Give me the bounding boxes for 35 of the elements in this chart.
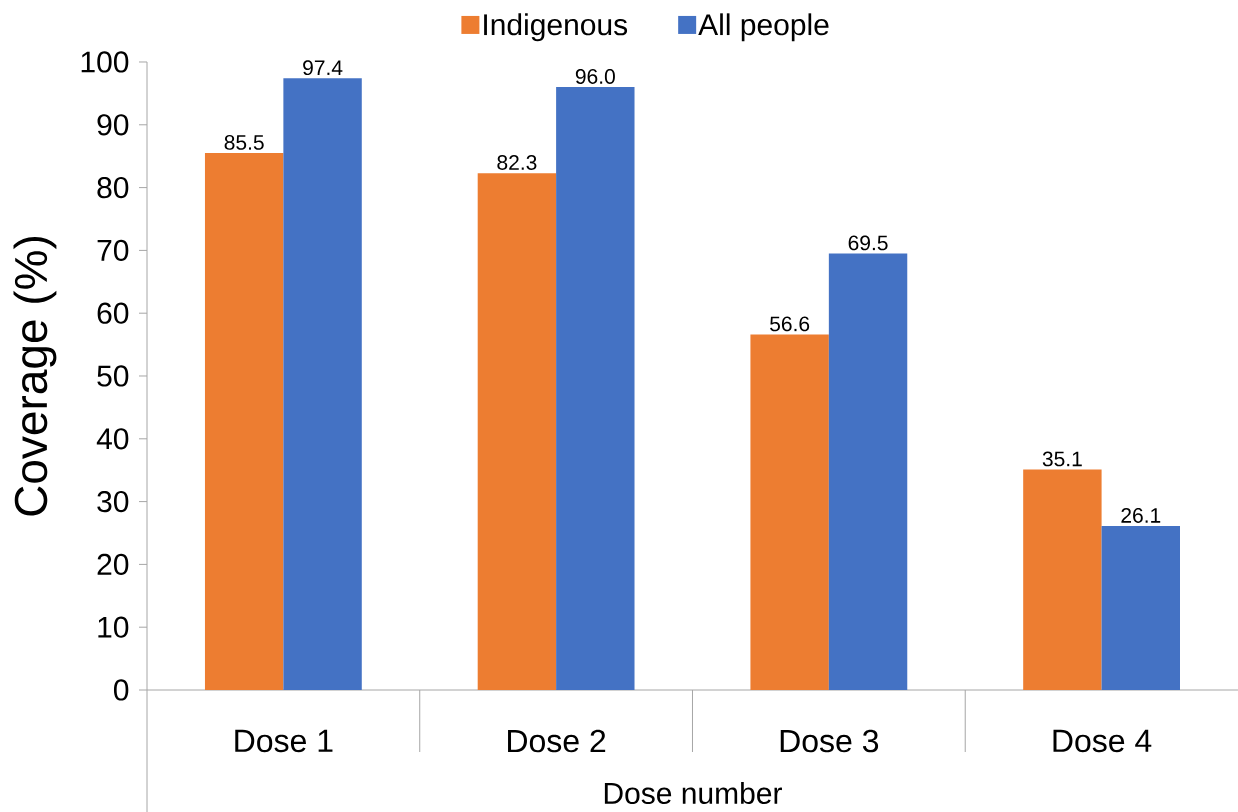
- data-label: 85.5: [224, 134, 264, 150]
- data-label: 26.1: [1121, 508, 1161, 523]
- y-tick-label: 90: [97, 114, 129, 136]
- data-label: 69.5: [848, 235, 888, 251]
- bar: [828, 253, 908, 690]
- y-tick-label: 50: [97, 365, 129, 387]
- x-tick-label: Dose 2: [508, 729, 606, 753]
- bar: [477, 173, 557, 690]
- y-tick-label: 70: [97, 239, 129, 262]
- data-label: 35.1: [1042, 451, 1082, 467]
- y-axis-title: Coverage (%): [13, 237, 57, 516]
- legend-label: All people: [698, 13, 829, 42]
- y-tick-label: 100: [81, 51, 129, 73]
- bar: [556, 87, 635, 690]
- y-tick-label: 20: [97, 553, 129, 576]
- x-tick-label: Dose 3: [780, 729, 879, 753]
- x-axis-title: Dose number: [604, 781, 782, 805]
- y-tick-label: 40: [96, 428, 129, 450]
- y-tick-label: 60: [97, 302, 129, 324]
- legend-label: Indigenous: [484, 13, 628, 42]
- y-tick-label: 30: [97, 490, 129, 513]
- bar: [1101, 526, 1180, 690]
- data-label: 56.6: [770, 316, 810, 332]
- bar: [750, 334, 829, 690]
- y-tick-label: 0: [113, 679, 129, 701]
- data-label: 82.3: [497, 155, 537, 170]
- bar: [1023, 469, 1102, 690]
- x-tick-label: Dose 4: [1053, 729, 1152, 753]
- bar: [283, 78, 362, 690]
- y-tick-label: 80: [97, 176, 129, 199]
- x-tick-label: Dose 1: [235, 729, 333, 753]
- data-label: 97.4: [303, 60, 343, 76]
- bar: [204, 153, 284, 690]
- data-label: 96.0: [575, 69, 615, 84]
- y-tick-label: 10: [98, 616, 129, 638]
